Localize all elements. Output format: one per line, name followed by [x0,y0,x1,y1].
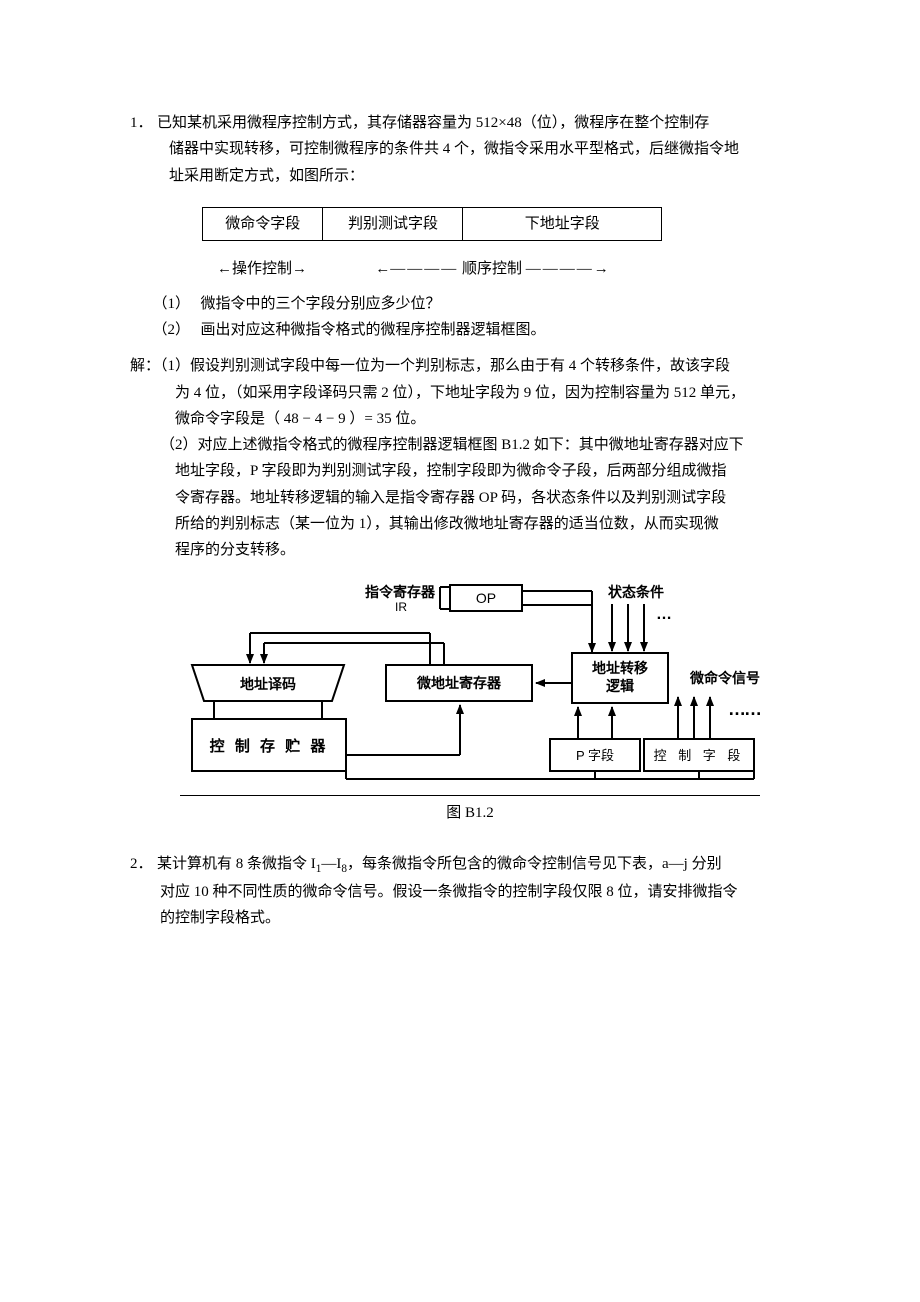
svg-text:……: …… [728,699,760,719]
span-left-text: ←操作控制→ [217,256,307,282]
ctrlfield-text: 控 制 字 段 [654,748,745,763]
q2-line1: 2．某计算机有 8 条微指令 I1—I8，每条微指令所包含的微命令控制信号见下表… [130,851,810,880]
question-1: 1．已知某机采用微程序控制方式，其存储器容量为 512×48（位），微程序在整个… [130,110,810,827]
svg-text:…: … [656,606,672,623]
right-arrow-icon: → [594,256,609,282]
ans-p1-l1: 解：（1）假设判别测试字段中每一位为一个判别标志，那么由于有 4 个转移条件，故… [130,353,810,379]
op-text: OP [476,590,496,606]
q1-line1: 已知某机采用微程序控制方式，其存储器容量为 512×48（位），微程序在整个控制… [157,115,709,131]
atl-text1: 地址转移 [592,660,648,676]
ir-sub: IR [395,600,407,614]
cm-text: 控 制 存 贮 器 [210,737,329,755]
field-col-3: 下地址字段 [463,207,662,240]
subq2-num: （2） [153,317,201,343]
sub-question-1: （1）微指令中的三个字段分别应多少位？ [130,291,810,317]
ir-label: 指令寄存器 [365,584,436,600]
page: 1．已知某机采用微程序控制方式，其存储器容量为 512×48（位），微程序在整个… [0,0,920,1302]
q2-l1b: —I [321,856,341,872]
dash-right: ———— [526,256,594,282]
question-2: 2．某计算机有 8 条微指令 I1—I8，每条微指令所包含的微命令控制信号见下表… [130,851,810,932]
q2-line2: 对应 10 种不同性质的微命令信号。假设一条微指令的控制字段仅限 8 位，请安排… [130,879,810,905]
span-right-text: 顺序控制 [462,256,522,282]
block-diagram: 指令寄存器 IR OP 状态条件 … [180,579,760,789]
ans-p1-l1-text: （1）假设判别测试字段中每一位为一个判别标志，那么由于有 4 个转移条件，故该字… [160,358,730,374]
q2-l1a: 某计算机有 8 条微指令 I [157,856,316,872]
span-sequence: ← ———— 顺序控制 ———— → [322,256,662,282]
q1-text: 1．已知某机采用微程序控制方式，其存储器容量为 512×48（位），微程序在整个… [130,110,810,136]
q2-line3: 的控制字段格式。 [130,905,810,931]
q2-l1c: ，每条微指令所包含的微命令控制信号见下表，a—j 分别 [347,856,722,872]
field-col-1: 微命令字段 [203,207,323,240]
atl-text2: 逻辑 [606,678,634,694]
ans-p2-l3: 令寄存器。地址转移逻辑的输入是指令寄存器 OP 码，各状态条件以及判别测试字段 [130,485,810,511]
subq1-text: 微指令中的三个字段分别应多少位？ [201,296,441,312]
q2-number: 2． [130,851,157,877]
answer-label: 解： [130,358,160,374]
ans-p2-l2: 地址字段，P 字段即为判别测试字段，控制字段即为微命令子段，后两部分组成微指 [130,458,810,484]
q1-line2: 储器中实现转移，可控制微程序的条件共 4 个，微指令采用水平型格式，后继微指令地 [130,136,810,162]
dash-left: ———— [390,256,458,282]
subq2-text: 画出对应这种微指令格式的微程序控制器逻辑框图。 [201,322,546,338]
block-diagram-svg: 指令寄存器 IR OP 状态条件 … [180,579,760,789]
decoder-text: 地址译码 [240,676,296,692]
sub-question-2: （2）画出对应这种微指令格式的微程序控制器逻辑框图。 [130,317,810,343]
cmd-label: 微命令信号 [689,670,760,686]
uar-text: 微地址寄存器 [416,675,502,691]
pfield-text: P 字段 [576,748,614,763]
ans-p2-l4: 所给的判别标志（某一位为 1），其输出修改微地址寄存器的适当位数，从而实现微 [130,511,810,537]
ans-p1-l2: 为 4 位，（如采用字段译码只需 2 位），下地址字段为 9 位，因为控制容量为… [130,380,810,406]
ans-p1-l3: 微命令字段是（ 48 − 4 − 9 ）= 35 位。 [130,406,810,432]
figure-caption: 图 B1.2 [180,795,760,826]
field-format-table: 微命令字段 判别测试字段 下地址字段 [202,207,662,241]
cond-label: 状态条件 [608,584,664,600]
answer-block: 解：（1）假设判别测试字段中每一位为一个判别标志，那么由于有 4 个转移条件，故… [130,353,810,563]
ans-p2-l5: 程序的分支转移。 [130,537,810,563]
subq1-num: （1） [153,291,201,317]
q1-line3: 址采用断定方式，如图所示： [130,163,810,189]
ans-p2-l1: （2）对应上述微指令格式的微程序控制器逻辑框图 B1.2 如下：其中微地址寄存器… [130,432,810,458]
field-span-row: ←操作控制→ ← ———— 顺序控制 ———— → [202,255,662,283]
q1-number: 1． [130,110,157,136]
field-col-2: 判别测试字段 [323,207,463,240]
left-arrow-icon: ← [375,256,390,282]
span-operate: ←操作控制→ [202,256,322,282]
